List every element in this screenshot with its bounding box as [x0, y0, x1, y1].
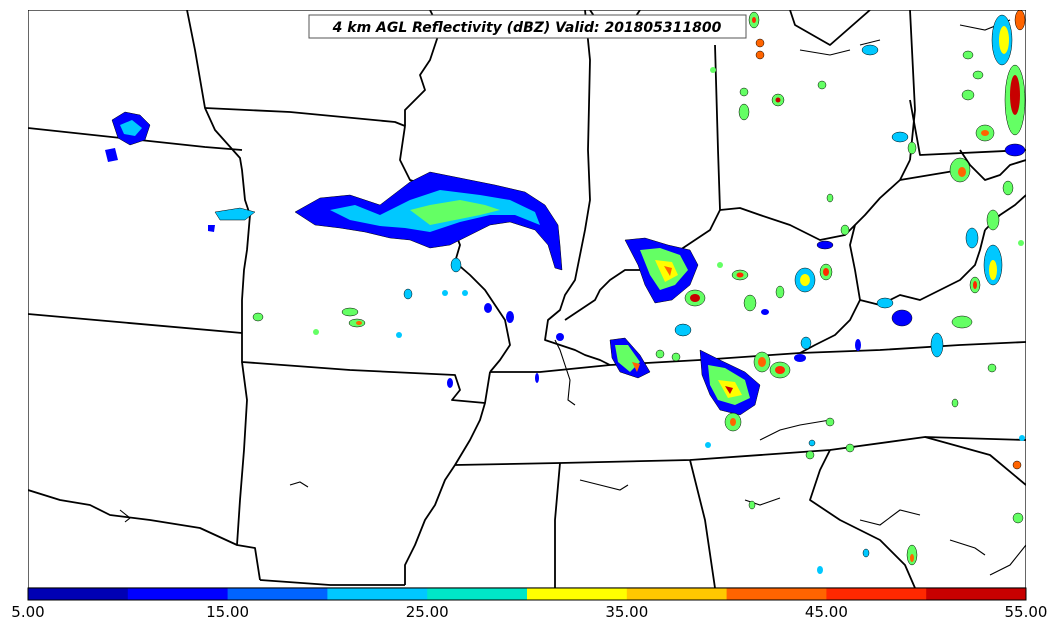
colorbar-segment: [227, 588, 328, 600]
colorbar-segment: [926, 588, 1027, 600]
colorbar-segment: [327, 588, 428, 600]
colorbar-tick-label: 55.00: [1005, 603, 1048, 621]
colorbar-segment: [427, 588, 528, 600]
colorbar-segment: [527, 588, 628, 600]
title-text: 4 km AGL Reflectivity (dBZ) Valid: 20180…: [332, 20, 722, 36]
colorbar-tick-label: 5.00: [11, 603, 44, 621]
colorbar-tick-label: 35.00: [605, 603, 648, 621]
colorbar-border: [27, 587, 1027, 601]
colorbar: 5.00 15.00 25.00 35.00 45.00 55.00: [11, 587, 1048, 621]
coastlines: [119, 19, 1026, 576]
map-area: [28, 10, 1026, 588]
colorbar-segment: [127, 588, 229, 600]
colorbar-segment: [726, 588, 827, 600]
colorbar-segment: [28, 588, 129, 600]
radar-echoes: [105, 10, 1026, 574]
map-title: 4 km AGL Reflectivity (dBZ) Valid: 20180…: [308, 14, 747, 39]
colorbar-segment: [626, 588, 728, 600]
colorbar-segment: [826, 588, 927, 600]
colorbar-tick-label: 15.00: [206, 603, 249, 621]
colorbar-tick-label: 25.00: [406, 603, 449, 621]
colorbar-tick-label: 45.00: [805, 603, 848, 621]
